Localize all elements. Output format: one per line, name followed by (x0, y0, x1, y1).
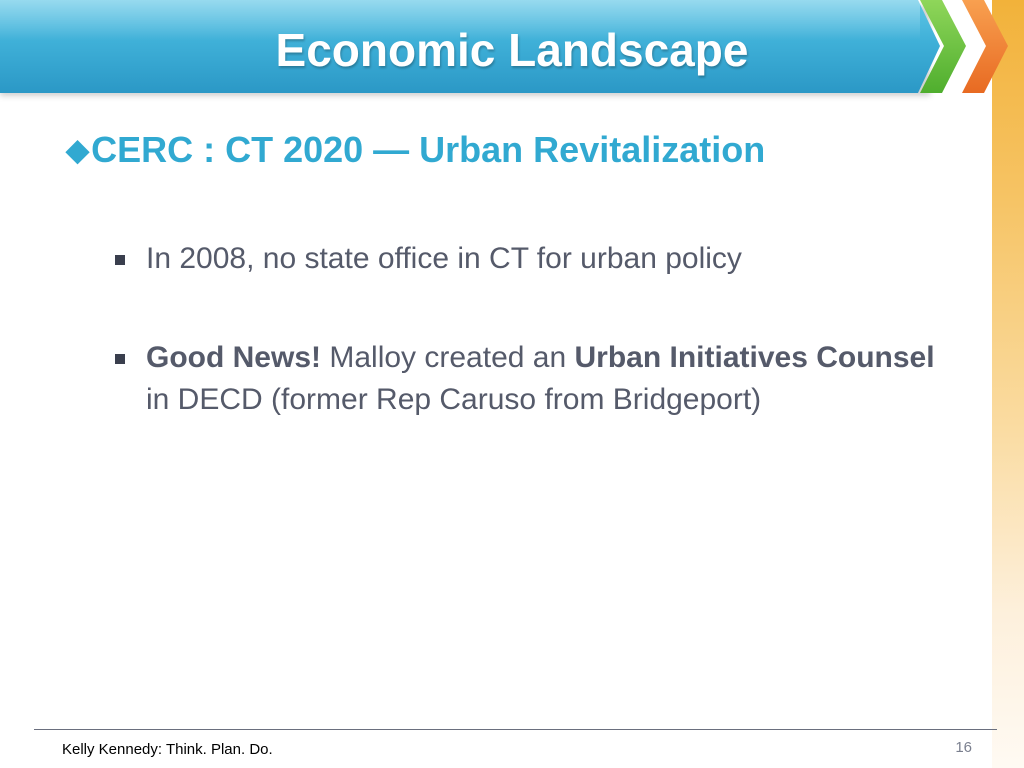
slide-title: Economic Landscape (275, 24, 749, 76)
title-banner (0, 0, 940, 93)
footer-divider (34, 729, 997, 730)
square-bullet-icon (115, 255, 125, 265)
footer-text: Kelly Kennedy: Think. Plan. Do. (62, 741, 273, 758)
bullet-bold-lead: Good News! (146, 341, 322, 374)
square-bullet-icon (115, 354, 125, 364)
page-number: 16 (955, 739, 972, 756)
diamond-bullet-icon: ◆ (66, 134, 90, 167)
section-heading: ◆CERC : CT 2020 — Urban Revitalization (66, 128, 765, 175)
bullet-bold-term: Urban Initiatives Counsel (574, 341, 935, 374)
bullet-text: In 2008, no state office in CT for urban… (146, 242, 742, 275)
bullet-text: in DECD (former Rep Caruso from Bridgepo… (146, 383, 762, 416)
side-gradient-strip (992, 0, 1024, 768)
title-banner-gloss (0, 0, 920, 40)
bullet-item: Good News! Malloy created an Urban Initi… (115, 337, 936, 421)
bullet-item: In 2008, no state office in CT for urban… (115, 238, 936, 280)
section-heading-text: CERC : CT 2020 — Urban Revitalization (91, 129, 766, 170)
bullet-text: Malloy created an (321, 341, 575, 374)
